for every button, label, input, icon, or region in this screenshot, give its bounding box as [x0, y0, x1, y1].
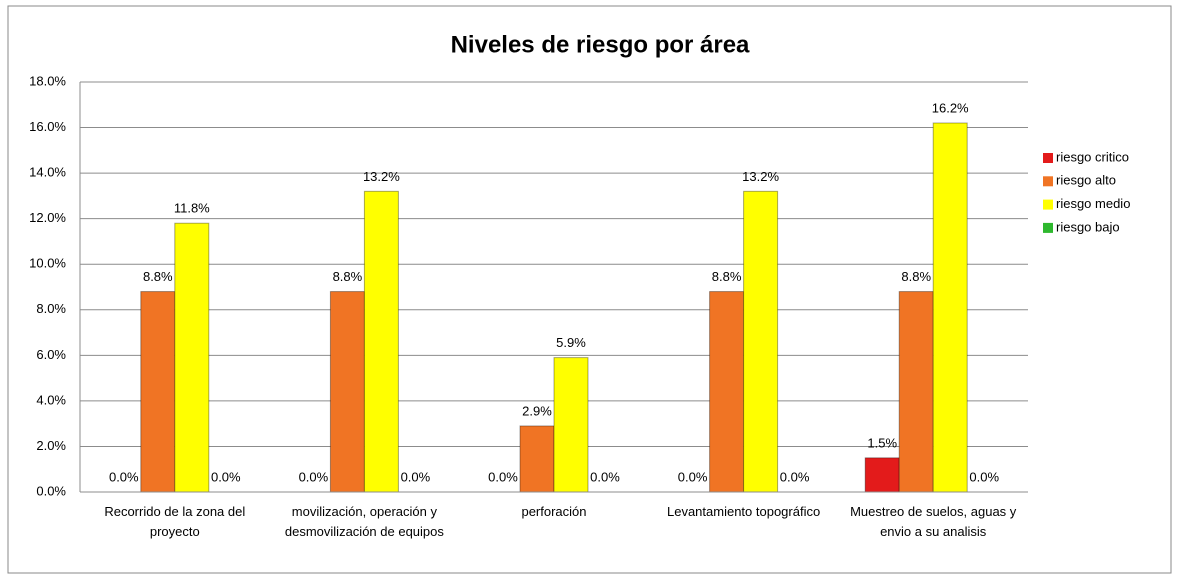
data-label: 0.0% [109, 469, 139, 484]
data-label: 0.0% [678, 469, 708, 484]
data-label: 0.0% [590, 469, 620, 484]
y-tick-label: 8.0% [36, 301, 66, 316]
data-label: 0.0% [780, 469, 810, 484]
legend-swatch [1043, 176, 1053, 187]
bar [709, 291, 745, 493]
legend-swatch [1043, 222, 1053, 233]
y-tick-label: 6.0% [36, 347, 66, 362]
legend-label: riesgo alto [1056, 173, 1116, 188]
legend-label: riesgo bajo [1056, 219, 1120, 234]
y-tick-label: 0.0% [36, 483, 66, 498]
data-label: 8.8% [333, 269, 363, 284]
data-label: 11.8% [174, 201, 210, 216]
legend-swatch [1043, 153, 1053, 163]
bar [743, 190, 779, 493]
legend-swatch [1043, 199, 1053, 210]
bar [363, 190, 399, 493]
y-tick-label: 2.0% [36, 438, 66, 453]
y-tick-label: 12.0% [29, 210, 66, 225]
y-tick-label: 16.0% [29, 119, 66, 134]
bar [864, 457, 900, 493]
data-label: 1.5% [867, 435, 897, 450]
data-label: 0.0% [969, 469, 999, 484]
data-label: 16.2% [932, 100, 969, 115]
data-label: 13.2% [363, 169, 400, 184]
y-tick-label: 18.0% [29, 73, 66, 88]
data-label: 5.9% [556, 335, 586, 350]
data-label: 0.0% [401, 469, 431, 484]
x-tick-label: movilización, operación y desmovilizació… [284, 504, 444, 539]
x-tick-label: perforación [521, 504, 587, 519]
data-label: 13.2% [742, 169, 779, 184]
x-tick-label: Recorrido de la zona del proyecto [104, 504, 246, 539]
bar [519, 425, 555, 493]
x-tick-label: Muestreo de suelos, aguas y envio a su a… [850, 504, 1017, 539]
bar [553, 357, 589, 493]
legend-label: riesgo medio [1056, 196, 1130, 211]
data-label: 0.0% [488, 469, 518, 484]
data-label: 8.8% [901, 269, 931, 284]
bar [140, 291, 176, 493]
bar [932, 122, 968, 493]
x-tick-label: Levantamiento topográfico [666, 504, 821, 519]
data-label: 0.0% [299, 469, 329, 484]
bar [329, 291, 365, 493]
bar [898, 291, 934, 493]
y-tick-label: 4.0% [36, 392, 66, 407]
chart-title: Niveles de riesgo por área [451, 31, 750, 58]
data-label: 8.8% [712, 269, 742, 284]
legend-label: riesgo critico [1056, 149, 1129, 164]
bar [174, 222, 210, 493]
y-tick-label: 14.0% [29, 165, 66, 180]
data-label: 8.8% [143, 269, 173, 284]
data-label: 2.9% [522, 403, 552, 418]
y-tick-label: 10.0% [29, 256, 66, 271]
data-label: 0.0% [211, 469, 241, 484]
